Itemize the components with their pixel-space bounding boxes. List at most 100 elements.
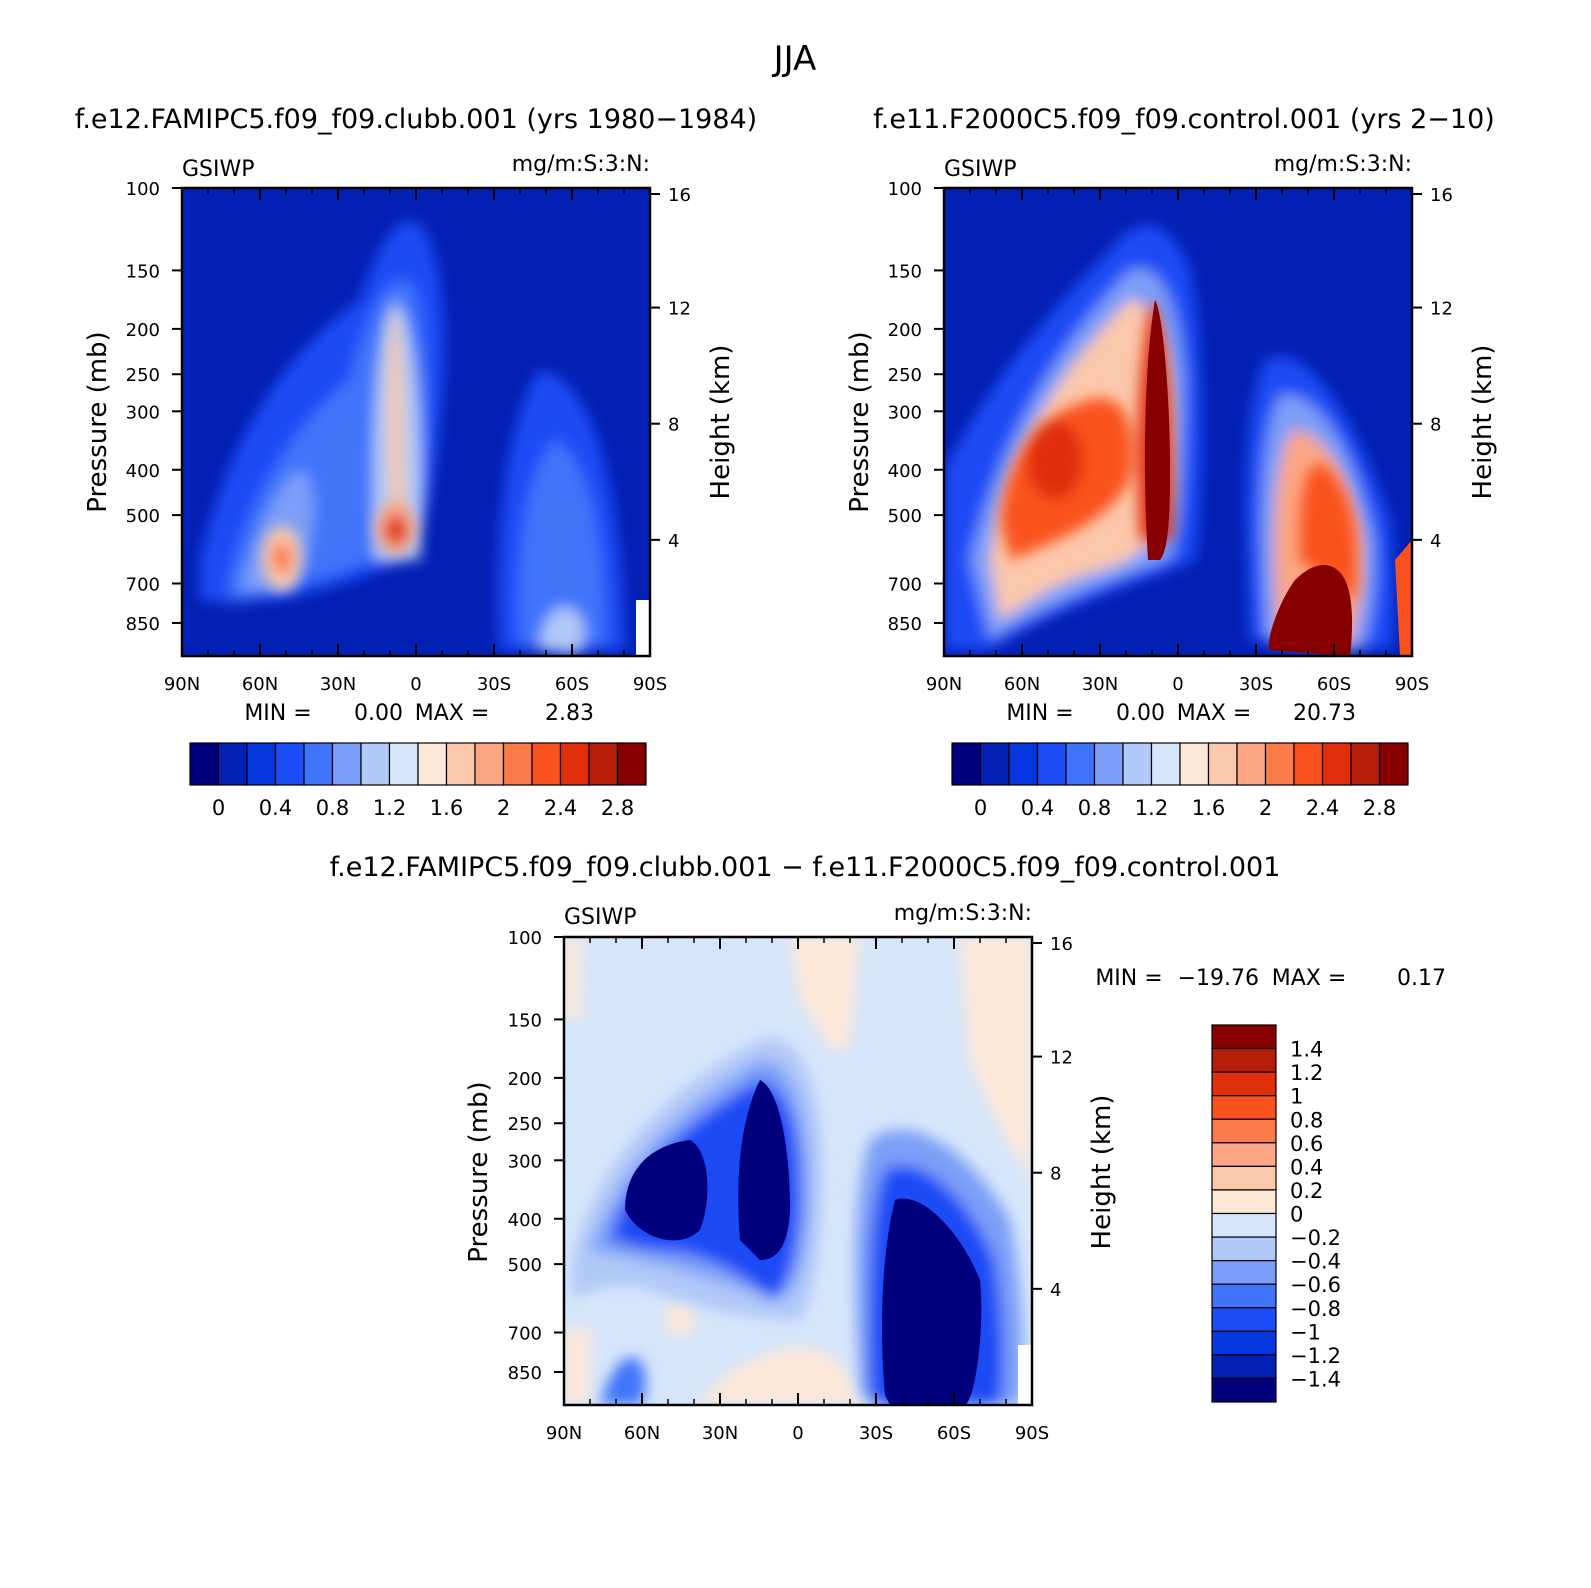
colorbar-label: −0.6	[1290, 1273, 1341, 1297]
x-tick-label: 90N	[164, 674, 200, 695]
panel-3-contour-pos-6	[564, 1328, 590, 1405]
x-tick-label: 90S	[633, 674, 667, 695]
colorbar-swatch	[1211, 1071, 1277, 1097]
colorbar-swatch	[274, 742, 305, 786]
colorbar-swatch	[1264, 742, 1295, 786]
x-tick-label: 90N	[926, 674, 962, 695]
y-tick-label: 150	[888, 261, 922, 282]
panel-2-contour-south-max	[1269, 565, 1353, 656]
panel-1-min-label: MIN =	[244, 701, 311, 726]
colorbar-label: 0.8	[1078, 796, 1111, 820]
panel-2-contour-north-core	[1027, 420, 1083, 500]
panel-2-max-label: MAX =	[1177, 701, 1252, 726]
colorbar-swatch	[1093, 742, 1124, 786]
y-tick-label: 150	[126, 261, 160, 282]
colorbar-label: −0.2	[1290, 1226, 1341, 1250]
colorbar-label: −1.4	[1290, 1367, 1341, 1391]
colorbar-swatch	[1211, 1330, 1277, 1356]
colorbar-label: 0.8	[316, 796, 349, 820]
panel-2-field	[944, 188, 1412, 656]
colorbar-swatch	[1211, 1047, 1277, 1073]
x-tick-label: 30N	[1082, 674, 1118, 695]
colorbar-label: 2.8	[1363, 796, 1396, 820]
colorbar-label: −0.4	[1290, 1250, 1341, 1274]
colorbar-swatch	[1211, 1118, 1277, 1144]
colorbar-label: 2.8	[601, 796, 634, 820]
height-tick-label: 8	[1430, 415, 1441, 436]
panel-2-ylabel-right: Height (km)	[1468, 345, 1498, 500]
height-tick-label: 4	[668, 531, 679, 552]
panel-1-colorbar: 0 0.4 0.8 1.2 1.6 2 2.4 2.8	[189, 742, 647, 820]
height-tick-label: 12	[1430, 299, 1453, 320]
x-tick-label: 60N	[624, 1423, 660, 1444]
x-tick-label: 30S	[477, 674, 511, 695]
panel-3-field	[564, 937, 1032, 1405]
colorbar-swatch	[1211, 1236, 1277, 1262]
y-tick-label: 500	[126, 506, 160, 527]
x-tick-label: 90S	[1395, 674, 1429, 695]
height-tick-label: 4	[1430, 531, 1441, 552]
panel-3-contour-southwest	[600, 1357, 646, 1405]
panel-3-variable: GSIWP	[564, 905, 637, 930]
panel-3-ylabel: Pressure (mb)	[464, 1081, 494, 1262]
panel-3-ylabel-right: Height (km)	[1087, 1095, 1117, 1250]
colorbar-swatch	[189, 742, 220, 786]
y-tick-label: 700	[888, 575, 922, 596]
colorbar-swatch	[1211, 1307, 1277, 1332]
colorbar-swatch	[1211, 1260, 1277, 1285]
panel-2: f.e11.F2000C5.f09_f09.control.001 (yrs 2…	[845, 104, 1498, 820]
panel-2-min-label: MIN =	[1006, 701, 1073, 726]
colorbar-swatch	[1211, 1165, 1277, 1191]
y-tick-label: 250	[888, 365, 922, 386]
panel-3-max-value: 0.17	[1397, 966, 1446, 991]
colorbar-swatch	[1207, 742, 1238, 786]
colorbar-swatch	[1350, 742, 1381, 786]
y-tick-label: 100	[126, 179, 160, 200]
colorbar-swatch	[1179, 742, 1210, 786]
colorbar-label: 1.2	[1135, 796, 1168, 820]
x-tick-label: 0	[410, 674, 421, 695]
colorbar-label: 0.6	[1290, 1132, 1323, 1156]
y-tick-label: 100	[888, 179, 922, 200]
y-tick-label: 700	[126, 575, 160, 596]
x-tick-label: 60N	[242, 674, 278, 695]
y-tick-label: 400	[888, 461, 922, 482]
colorbar-swatch	[360, 742, 391, 786]
panel-1-min-value: 0.00	[354, 701, 403, 726]
colorbar-swatch	[616, 742, 647, 786]
colorbar-label: 1.6	[1192, 796, 1225, 820]
y-tick-label: 500	[888, 506, 922, 527]
panel-1-title: f.e12.FAMIPC5.f09_f09.clubb.001 (yrs 198…	[75, 104, 757, 135]
panel-2-ylabel: Pressure (mb)	[845, 331, 875, 512]
panel-2-contour-edge	[1395, 540, 1412, 656]
colorbar-label: 2.4	[544, 796, 577, 820]
colorbar-swatch	[303, 742, 334, 786]
colorbar-label: 2	[497, 796, 510, 820]
colorbar-label: 0.4	[1290, 1155, 1323, 1179]
height-tick-label: 4	[1050, 1280, 1061, 1301]
colorbar-label: 0.8	[1290, 1108, 1323, 1132]
panel-1-contour-south-inner	[518, 440, 605, 645]
colorbar-swatch	[531, 742, 562, 786]
y-tick-label: 850	[888, 614, 922, 635]
colorbar-swatch	[1378, 742, 1409, 786]
colorbar-swatch	[445, 742, 476, 786]
panel-3-contour-pos-1	[564, 937, 582, 1020]
colorbar-swatch	[388, 742, 419, 786]
y-tick-label: 200	[888, 320, 922, 341]
colorbar-label: 1.4	[1290, 1038, 1323, 1062]
colorbar-label: 1.6	[430, 796, 463, 820]
x-tick-label: 30N	[702, 1423, 738, 1444]
colorbar-label: 1.2	[1290, 1061, 1323, 1085]
x-tick-label: 0	[1172, 674, 1183, 695]
colorbar-label: 2.4	[1306, 796, 1339, 820]
x-tick-label: 60S	[555, 674, 589, 695]
y-tick-label: 250	[126, 365, 160, 386]
x-tick-label: 60S	[937, 1423, 971, 1444]
panel-2-max-value: 20.73	[1293, 701, 1356, 726]
panel-1-variable: GSIWP	[182, 157, 255, 182]
y-tick-label: 200	[508, 1069, 542, 1090]
panel-3-contour-pos-5	[666, 1300, 694, 1336]
panel-2-variable: GSIWP	[944, 157, 1017, 182]
panel-1-contour-max	[385, 515, 407, 545]
